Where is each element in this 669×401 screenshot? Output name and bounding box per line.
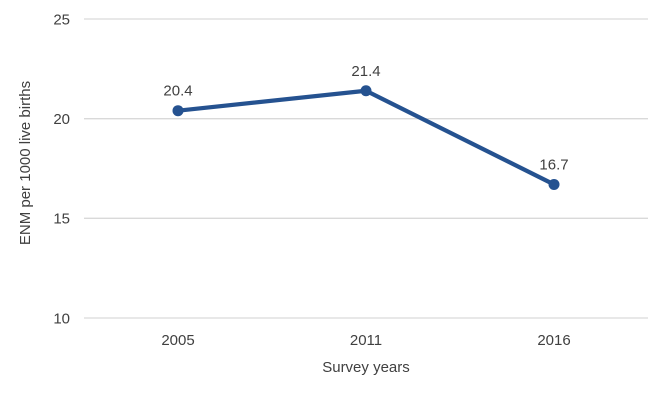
y-axis-title: ENM per 1000 live births [17,80,34,246]
series-line [175,88,557,187]
x-axis-title: Survey years [322,359,410,376]
x-tick-label: 2005 [161,332,194,349]
data-label: 16.7 [539,156,568,173]
x-tick-label: 2011 [350,332,382,349]
data-point-marker [172,105,184,117]
data-label: 21.4 [351,63,380,80]
y-tick-label: 25 [53,11,70,28]
x-tick-label: 2016 [537,332,570,349]
y-tick-label: 10 [53,310,70,327]
data-label: 20.4 [163,83,192,100]
data-point-marker [360,85,372,97]
y-tick-label: 20 [53,111,70,128]
data-point-marker [548,178,560,190]
y-tick-label: 15 [53,211,70,228]
